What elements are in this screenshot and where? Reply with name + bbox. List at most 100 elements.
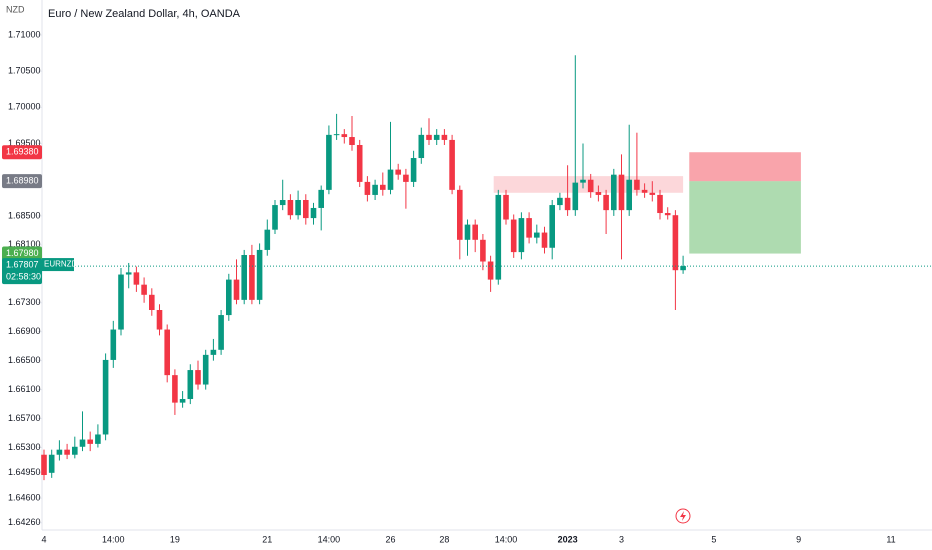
candle-body [541, 232, 548, 248]
entry-badge [2, 174, 42, 189]
candle-body [657, 194, 663, 214]
candle-body [587, 179, 594, 193]
last-price-badge [2, 258, 42, 285]
candle-body [141, 284, 147, 295]
candle-body [233, 279, 240, 300]
y-tick-label: 1.65700 [8, 413, 41, 423]
candle-body [418, 134, 425, 159]
candle-body [457, 189, 463, 240]
y-tick-label: 1.70500 [8, 66, 41, 76]
candle-body [333, 134, 340, 136]
stop-area [689, 152, 801, 182]
candle-body [341, 134, 348, 138]
candle-body [195, 370, 201, 385]
x-tick-label: 19 [170, 534, 180, 544]
target-badge [2, 246, 42, 261]
x-tick-label: 14:00 [102, 534, 125, 544]
candle-body [441, 134, 448, 140]
candle-body [495, 194, 502, 280]
candle-body [626, 179, 632, 211]
candle-body [118, 274, 124, 330]
x-tick-label: 28 [439, 534, 449, 544]
candle-body [572, 182, 579, 211]
candle-body [611, 174, 617, 211]
candle-body [641, 189, 648, 193]
candle-body [202, 354, 209, 385]
candle-body [487, 261, 494, 280]
y-tick-label: 1.65300 [8, 442, 41, 452]
candle-body [526, 218, 532, 238]
y-tick-label: 1.64260 [8, 517, 41, 527]
x-tick-label: 5 [711, 534, 716, 544]
y-axis-label: NZD [6, 4, 25, 14]
y-tick-label: 1.67300 [8, 297, 41, 307]
candle-body [318, 189, 324, 208]
candle-body [125, 272, 132, 275]
candle-body [618, 174, 625, 211]
candle-body [56, 449, 63, 455]
countdown: 02:58:30 [6, 271, 41, 281]
y-tick-label: 1.66500 [8, 355, 41, 365]
candle-body [503, 194, 509, 220]
x-tick-label: 3 [619, 534, 624, 544]
symbol-label: EURNZD [44, 260, 78, 269]
candle-body [426, 134, 432, 140]
candle-body [380, 184, 386, 190]
candle-body [634, 179, 640, 190]
y-tick-label: 1.66900 [8, 326, 41, 336]
candle-body [480, 239, 486, 262]
candle-body [449, 139, 455, 190]
candle-body [534, 232, 540, 238]
candle-body [95, 434, 101, 444]
candle-body [172, 375, 178, 403]
x-tick-label: 2023 [558, 534, 578, 544]
candle-body [279, 200, 286, 206]
candle-body [672, 215, 679, 271]
y-tick-label: 1.64600 [8, 493, 41, 503]
stop-badge-label: 1.69380 [6, 147, 39, 157]
candle-body [48, 454, 55, 473]
chart-title: Euro / New Zealand Dollar, 4h, OANDA [48, 8, 241, 20]
candle-body [156, 310, 163, 330]
candle-body [549, 205, 555, 248]
entry-badge-label: 1.68980 [6, 176, 39, 186]
candle-body [433, 134, 440, 140]
candle-body [603, 194, 609, 211]
candle-body [79, 439, 86, 447]
candle-body [295, 200, 301, 216]
candle-body [210, 349, 217, 355]
candle-body [410, 158, 417, 182]
candle-body [241, 255, 247, 300]
target-area [689, 181, 801, 254]
x-tick-label: 11 [886, 534, 895, 544]
candle-body [303, 200, 309, 219]
candle-body [580, 179, 586, 183]
candle-body [664, 213, 671, 216]
x-tick-label: 9 [796, 534, 801, 544]
candle-body [102, 359, 109, 435]
candle-body [403, 174, 409, 182]
x-tick-label: 14:00 [318, 534, 341, 544]
candle-body [87, 439, 93, 444]
candle-body [264, 229, 271, 250]
candle-body [164, 329, 170, 376]
x-tick-label: 21 [262, 534, 272, 544]
candle-body [510, 219, 517, 253]
candle-body [41, 454, 47, 475]
candle-body [595, 192, 602, 195]
candle-body [226, 279, 232, 316]
candle-body [149, 294, 155, 310]
candle-body [249, 255, 255, 300]
candle-body [557, 197, 563, 206]
symbol-badge [42, 258, 74, 272]
candle-body [364, 181, 371, 195]
candle-body [649, 192, 656, 195]
y-tick-label: 1.69500 [8, 138, 41, 148]
candle-body [395, 169, 401, 175]
y-tick-label: 1.71000 [8, 29, 41, 39]
candle-body [218, 315, 224, 350]
x-tick-label: 26 [385, 534, 395, 544]
candle-body [464, 224, 471, 240]
